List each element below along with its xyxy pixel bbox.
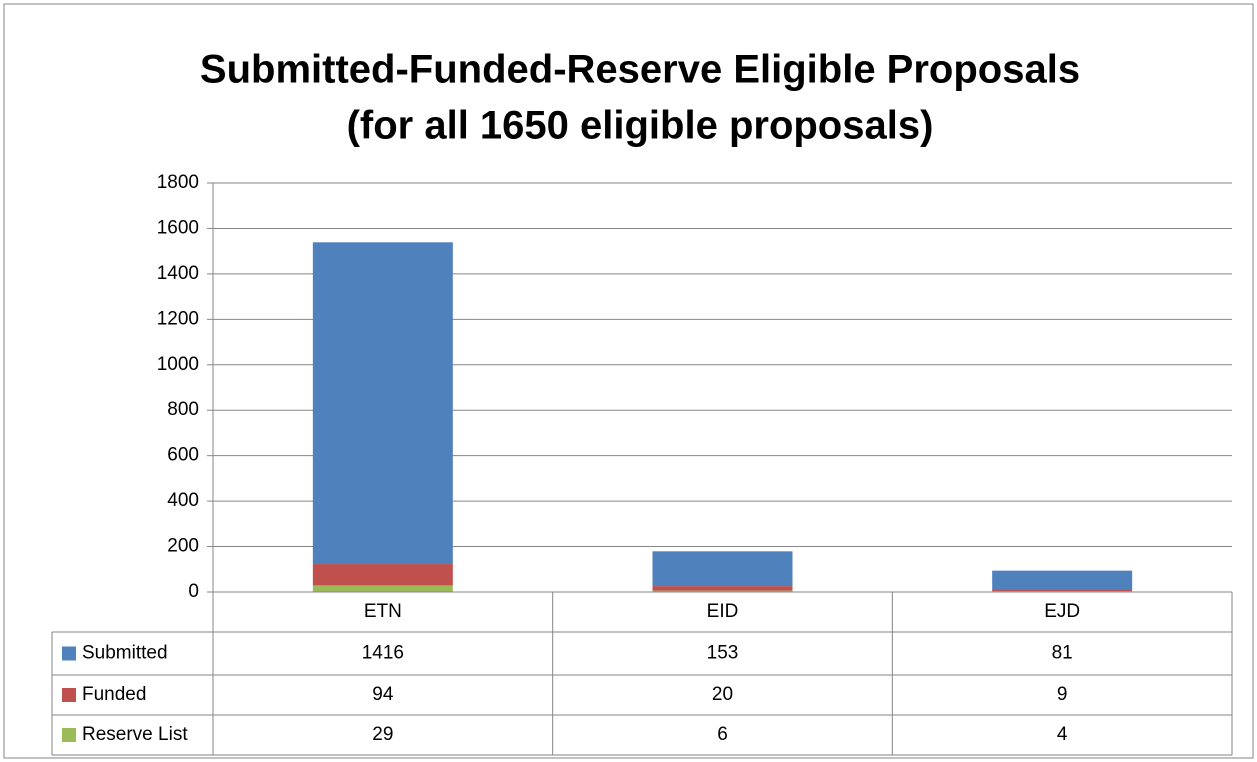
table-value: 1416 (362, 643, 404, 664)
y-tick-label: 400 (167, 490, 199, 511)
x-tick-label: EJD (1044, 601, 1080, 622)
table-value: 6 (717, 724, 728, 745)
y-tick-label: 1400 (157, 263, 199, 284)
bar-segment (992, 589, 1133, 592)
bar-segment (312, 564, 453, 586)
chart-subtitle: (for all 1650 eligible proposals) (347, 104, 934, 148)
y-tick-label: 0 (188, 581, 199, 602)
bar-segment (652, 590, 793, 592)
y-tick-label: 800 (167, 399, 199, 420)
table-value: 153 (707, 643, 739, 664)
y-tick-label: 1600 (157, 217, 199, 238)
legend-label: Reserve List (82, 724, 188, 745)
legend-swatch (62, 646, 76, 661)
table-value: 81 (1052, 643, 1073, 664)
y-tick-label: 1200 (157, 308, 199, 329)
table-value: 4 (1057, 724, 1068, 745)
bar-segment (312, 585, 453, 592)
bar-segment (312, 242, 453, 565)
y-tick-label: 600 (167, 445, 199, 466)
bar-segment (992, 570, 1133, 590)
legend-label: Submitted (82, 643, 168, 664)
chart-title: Submitted-Funded-Reserve Eligible Propos… (200, 48, 1080, 92)
table-value: 94 (372, 684, 394, 705)
table-value: 9 (1057, 684, 1068, 705)
x-tick-label: EID (707, 601, 739, 622)
legend-swatch (62, 688, 76, 702)
table-value: 20 (712, 684, 733, 705)
y-tick-label: 1000 (157, 354, 199, 375)
y-tick-label: 200 (167, 536, 199, 557)
x-tick-label: ETN (364, 601, 402, 622)
bar-segment (652, 551, 793, 587)
bar-segment (652, 586, 793, 591)
y-tick-label: 1800 (157, 172, 199, 193)
table-value: 29 (372, 724, 393, 745)
legend-swatch (62, 728, 76, 742)
legend-label: Funded (82, 684, 146, 705)
